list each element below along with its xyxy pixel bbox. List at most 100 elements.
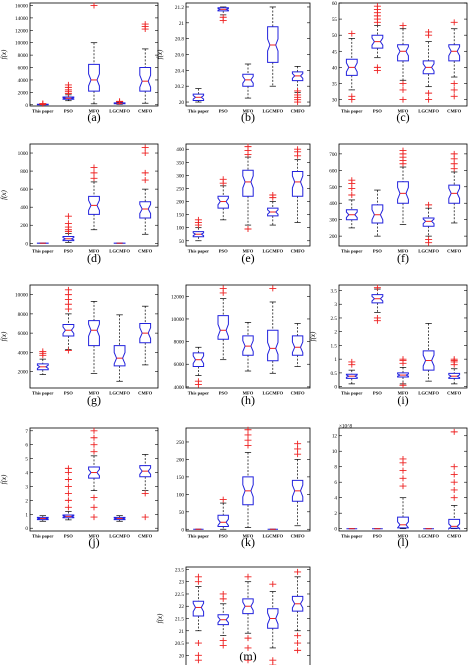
outlier-marker: [244, 226, 252, 232]
outlier-marker: [450, 428, 458, 435]
box: [242, 73, 254, 87]
outlier-marker: [399, 475, 407, 482]
box: [345, 58, 358, 76]
x-tick-label: This paper: [32, 109, 53, 114]
y-tick-label: 150: [176, 213, 184, 219]
box: [242, 169, 254, 197]
outlier-marker: [90, 494, 98, 501]
y-tick-label: 20.4: [175, 68, 184, 74]
outlier-marker: [141, 21, 149, 28]
y-tick-label: 4000: [18, 78, 29, 84]
y-tick-label: 20.8: [175, 37, 184, 43]
y-tick-label: 300: [176, 173, 184, 179]
outlier-marker: [90, 441, 98, 448]
y-tick-label: 20: [179, 100, 185, 106]
y-tick-label: 12000: [15, 28, 28, 34]
box: [36, 363, 49, 371]
box: [217, 514, 229, 527]
y-axis-label: f(x): [0, 331, 8, 341]
x-tick-label: PSO: [219, 109, 228, 114]
outlier-marker: [141, 169, 149, 176]
plot-frame: [185, 284, 311, 389]
y-tick-label: 800: [20, 169, 28, 175]
plot-frame: [29, 284, 159, 389]
x-tick-label: This paper: [188, 109, 209, 114]
box: [448, 44, 461, 62]
x-tick-label: LGCMFO: [109, 391, 130, 396]
y-tick-label: 23.5: [175, 567, 184, 573]
box: [217, 195, 229, 209]
outlier-marker: [269, 192, 277, 198]
box: [113, 102, 126, 105]
y-tick-label: 40: [332, 65, 338, 71]
y-tick-label: 4: [25, 471, 28, 477]
outlier-marker: [450, 86, 458, 93]
outlier-marker: [90, 2, 98, 9]
outlier-marker: [399, 86, 407, 93]
y-tick-label: 0: [181, 527, 184, 533]
x-tick-label: PSO: [64, 109, 73, 114]
outlier-marker: [219, 176, 227, 183]
outlier-marker: [64, 465, 72, 472]
y-tick-label: 0: [25, 103, 28, 109]
y-tick-label: 2: [25, 498, 28, 504]
y-axis-label: f(x): [0, 49, 8, 59]
y-tick-label: 22: [179, 604, 185, 610]
x-tick-label: This paper: [341, 249, 362, 254]
y-tick-label: 3: [25, 484, 28, 490]
outlier-marker: [90, 169, 98, 176]
outlier-marker: [141, 150, 149, 157]
x-tick-label: CMFO: [291, 109, 305, 114]
subfigure-label: (k): [241, 535, 255, 549]
y-tick-label: 200: [20, 223, 28, 229]
x-tick-label: PSO: [219, 391, 228, 396]
outlier-marker: [450, 479, 458, 486]
y-tick-label: 500: [329, 185, 337, 191]
y-tick-label: 20.5: [175, 641, 184, 647]
x-tick-label: LGCMFO: [262, 391, 283, 396]
outlier-marker: [399, 22, 407, 29]
panel: 0 2 4 6 8 10 12×10^8 This paper PSO MFO LGCMFO CMFO…: [332, 424, 468, 549]
outlier-marker: [244, 644, 252, 651]
box: [139, 465, 152, 478]
y-tick-label: 0.5: [331, 371, 338, 377]
y-tick-label: 5: [25, 457, 28, 463]
y-tick-label: 6000: [18, 66, 29, 72]
y-tick-label: 2.5: [331, 316, 338, 322]
x-tick-label: MFO: [243, 109, 254, 114]
x-tick-label: PSO: [219, 249, 228, 254]
outlier-marker: [399, 483, 407, 490]
y-axis-label: f(x): [156, 49, 164, 59]
box: [192, 352, 205, 367]
x-tick-label: LGCMFO: [418, 391, 439, 396]
y-tick-label: 4: [334, 496, 337, 502]
x-tick-label: MFO: [398, 391, 409, 396]
y-axis-label: f(x): [0, 474, 8, 484]
box: [448, 518, 461, 531]
outlier-marker: [294, 568, 302, 575]
y-tick-label: 400: [329, 201, 337, 207]
panel: 4000 6000 8000 10000 12000 This paper PSO MFO LG…: [171, 284, 311, 407]
box: [217, 614, 229, 626]
box: [242, 598, 254, 615]
y-tick-label: 2: [334, 511, 337, 517]
outlier-marker: [425, 96, 433, 103]
outlier-marker: [219, 14, 227, 21]
outlier-marker: [450, 471, 458, 478]
panel: 0 0.5 1 1.5 2 2.5 3 3.5 f(x) This paper PSO MFO LGCM…: [309, 284, 468, 407]
outlier-marker: [244, 573, 252, 580]
x-tick-label: MFO: [89, 249, 100, 254]
outlier-marker: [64, 504, 72, 511]
x-tick-label: This paper: [32, 249, 53, 254]
outlier-marker: [90, 175, 98, 182]
box: [139, 323, 152, 344]
panel: 20 20.2 20.4 20.6 20.8 21 21.2 f(x) This paper PS…: [156, 2, 311, 124]
outlier-marker: [244, 426, 252, 433]
box: [422, 60, 435, 75]
box: [62, 236, 75, 242]
outlier-marker: [244, 437, 252, 444]
outlier-marker: [64, 476, 72, 483]
outlier-marker: [348, 192, 356, 198]
x-tick-label: CMFO: [291, 534, 305, 539]
box: [36, 516, 49, 521]
